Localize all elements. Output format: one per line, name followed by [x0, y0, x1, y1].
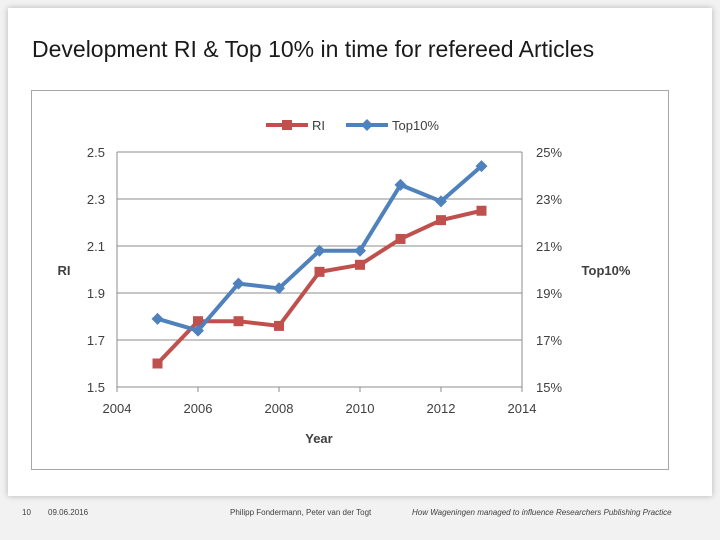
diamond-marker [192, 324, 204, 337]
y2-axis-label: Top10% [582, 263, 631, 278]
square-marker [314, 266, 325, 277]
legend-label: RI [312, 118, 325, 133]
slide: Development RI & Top 10% in time for ref… [8, 8, 712, 496]
gridlines [117, 151, 522, 388]
square-marker [274, 320, 284, 331]
square-marker [395, 233, 406, 244]
square-marker [436, 215, 446, 226]
y-tick-label: 2.5 [87, 145, 105, 160]
y2-tick-label: 17% [536, 333, 562, 348]
x-tick-label: 2012 [427, 401, 456, 416]
series [151, 160, 488, 369]
y2-tick-label: 25% [536, 145, 562, 160]
tick-labels: 1.5 15% 1.7 17% 1.9 19% 2.1 21% 2.3 23% 2.5 25% 2004… [87, 145, 563, 416]
diamond-marker [394, 178, 407, 191]
diamond-marker [273, 282, 285, 295]
x-tick-label: 2004 [103, 401, 132, 416]
y-tick-label: 2.3 [87, 192, 105, 207]
square-marker [282, 120, 292, 130]
diamond-marker [435, 195, 447, 208]
square-marker [152, 358, 163, 369]
footer-presentation-title: How Wageningen managed to influence Rese… [412, 508, 672, 517]
square-marker [193, 316, 203, 327]
diamond-marker [232, 277, 245, 290]
axes [116, 152, 523, 392]
series-line-ri [156, 208, 482, 365]
y-tick-label: 2.1 [87, 239, 105, 254]
y-tick-label: 1.9 [87, 286, 105, 301]
y-tick-label: 1.7 [87, 333, 105, 348]
diamond-marker [151, 312, 164, 325]
diamond-marker [354, 244, 366, 257]
footer-date: 09.06.2016 [48, 508, 89, 517]
x-tick-label: 2014 [508, 401, 537, 416]
chart-frame: 1.5 15% 1.7 17% 1.9 19% 2.1 21% 2.3 23% 2.5 25% 2004… [31, 90, 669, 470]
diamond-marker [361, 119, 373, 131]
diamond-marker [313, 244, 326, 257]
legend-label: Top10% [392, 118, 439, 133]
x-tick-label: 2008 [265, 401, 294, 416]
y-axis-label: RI [58, 263, 71, 278]
y2-tick-label: 21% [536, 239, 562, 254]
footer-authors: Philipp Fondermann, Peter van der Togt [230, 508, 372, 517]
y2-tick-label: 23% [536, 192, 562, 207]
slide-title: Development RI & Top 10% in time for ref… [32, 36, 595, 62]
y2-tick-label: 19% [536, 286, 562, 301]
legend: RI Top10% [266, 118, 439, 133]
square-marker [233, 316, 244, 327]
diamond-marker [475, 160, 488, 173]
footer-page-number: 10 [22, 508, 31, 517]
x-tick-label: 2006 [184, 401, 213, 416]
square-marker [476, 205, 487, 216]
y-tick-label: 1.5 [87, 380, 105, 395]
square-marker [355, 259, 365, 270]
line-chart: 1.5 15% 1.7 17% 1.9 19% 2.1 21% 2.3 23% 2.5 25% 2004… [58, 118, 631, 446]
x-axis-label: Year [305, 431, 332, 446]
y2-tick-label: 15% [536, 380, 562, 395]
x-tick-label: 2010 [346, 401, 375, 416]
